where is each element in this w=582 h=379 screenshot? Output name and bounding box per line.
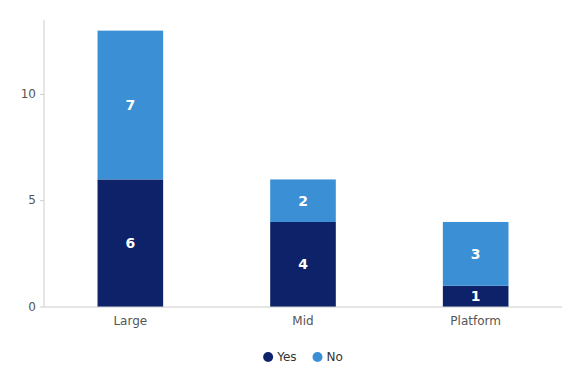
bar-segment	[443, 222, 509, 286]
x-tick-label: Platform	[450, 314, 501, 328]
data-label: 2	[298, 193, 308, 209]
data-label: 4	[298, 256, 308, 272]
y-tick-label: 5	[28, 193, 36, 207]
data-labels: 6 4 1 7 2 3	[125, 97, 480, 304]
chart: 0 5 10 6 4 1 7 2 3 Large Mid Platform Yes No	[0, 0, 582, 379]
data-label: 6	[125, 235, 135, 251]
legend-label: No	[327, 350, 343, 364]
bar-segment	[270, 222, 336, 307]
x-tick-label: Mid	[292, 314, 313, 328]
bar-segment	[98, 31, 164, 180]
y-tick	[40, 200, 44, 201]
legend: Yes No	[263, 350, 343, 364]
y-tick-label: 0	[28, 300, 36, 314]
legend-item: No	[313, 350, 343, 364]
legend-marker	[263, 352, 273, 362]
y-tick-label: 10	[21, 87, 36, 101]
legend-item: Yes	[263, 350, 296, 364]
y-axis-line	[44, 20, 45, 307]
legend-label: Yes	[276, 350, 296, 364]
data-label: 1	[471, 288, 481, 304]
data-label: 3	[471, 246, 481, 262]
x-tick-label: Large	[113, 314, 147, 328]
data-label: 7	[125, 97, 135, 113]
y-tick	[40, 307, 44, 308]
bar-segment	[98, 179, 164, 307]
y-tick	[40, 94, 44, 95]
x-axis-line	[44, 307, 562, 308]
legend-marker	[313, 352, 323, 362]
bar-segment	[270, 179, 336, 222]
bars	[98, 31, 509, 307]
bar-segment	[443, 286, 509, 307]
